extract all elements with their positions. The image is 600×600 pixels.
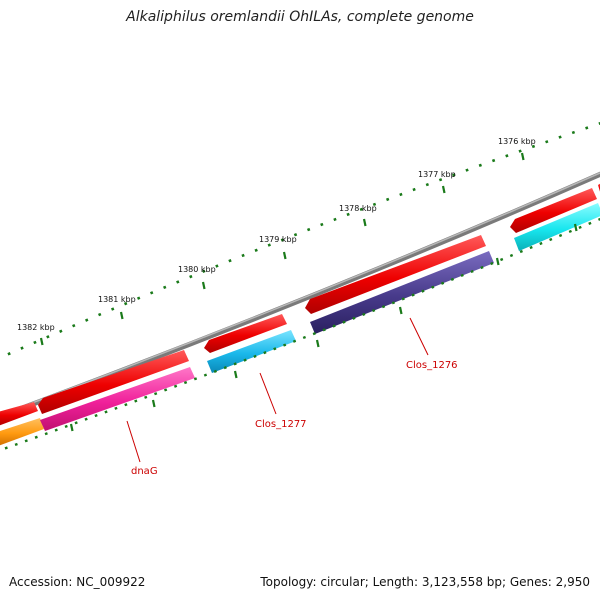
gene-reverse-orange: [0, 418, 44, 446]
gene-clos1276-arrow: [310, 251, 494, 334]
scale-major-tick-4: [201, 281, 206, 290]
inner-major-tick-1: [495, 257, 500, 266]
map-title: Alkaliphilus oremlandii OhILAs, complete…: [126, 9, 474, 25]
gene-clos1277-arrow: [207, 330, 296, 373]
inner-major-ticks: [69, 223, 578, 432]
inner-major-tick-0: [573, 223, 578, 232]
tick-label-1378: 1378 kbp: [339, 204, 377, 213]
forward-strand-genes: [0, 183, 600, 426]
gene-label-dnaG: dnaG: [131, 466, 158, 477]
gene-label-clos1276: Clos_1276: [406, 360, 458, 371]
gene-forward-5: [510, 188, 597, 233]
reverse-strand-genes: [0, 203, 600, 446]
tick-label-1382: 1382 kbp: [17, 323, 55, 332]
scale-major-tick-2: [362, 218, 367, 227]
tick-label-1381: 1381 kbp: [98, 295, 136, 304]
scale-major-tick-0: [520, 152, 525, 161]
inner-tick-ring: [0, 217, 600, 452]
scale-major-tick-6: [39, 337, 44, 346]
gene-forward-2: [38, 350, 189, 414]
scale-major-ticks: [39, 152, 525, 346]
gene-reverse-aqua: [514, 203, 600, 251]
scale-major-tick-3: [282, 251, 287, 260]
clos1277-leader: [259, 372, 277, 415]
dnaG-leader: [126, 420, 141, 463]
accession-text: Accession: NC_009922: [9, 575, 146, 589]
inner-major-tick-3: [315, 339, 320, 348]
tick-label-1376: 1376 kbp: [498, 137, 536, 146]
scale-ring-dots: [0, 122, 600, 360]
inner-major-tick-5: [151, 399, 156, 408]
tick-label-1377: 1377 kbp: [418, 170, 456, 179]
genome-summary-text: Topology: circular; Length: 3,123,558 bp…: [260, 575, 590, 589]
scale-major-tick-5: [119, 311, 124, 320]
gene-dnaG-arrow: [40, 367, 195, 431]
tick-label-1379: 1379 kbp: [259, 235, 297, 244]
gene-forward-1: [0, 402, 38, 426]
inner-major-tick-4: [233, 370, 238, 379]
gene-forward-3: [204, 314, 287, 353]
tick-label-1380: 1380 kbp: [178, 265, 216, 274]
gene-label-clos1277: Clos_1277: [255, 419, 307, 430]
gene-forward-4: [305, 235, 486, 314]
scale-major-tick-1: [441, 185, 446, 194]
inner-major-tick-6: [69, 423, 74, 432]
clos1276-leader: [409, 317, 429, 356]
inner-major-tick-2: [398, 306, 403, 315]
